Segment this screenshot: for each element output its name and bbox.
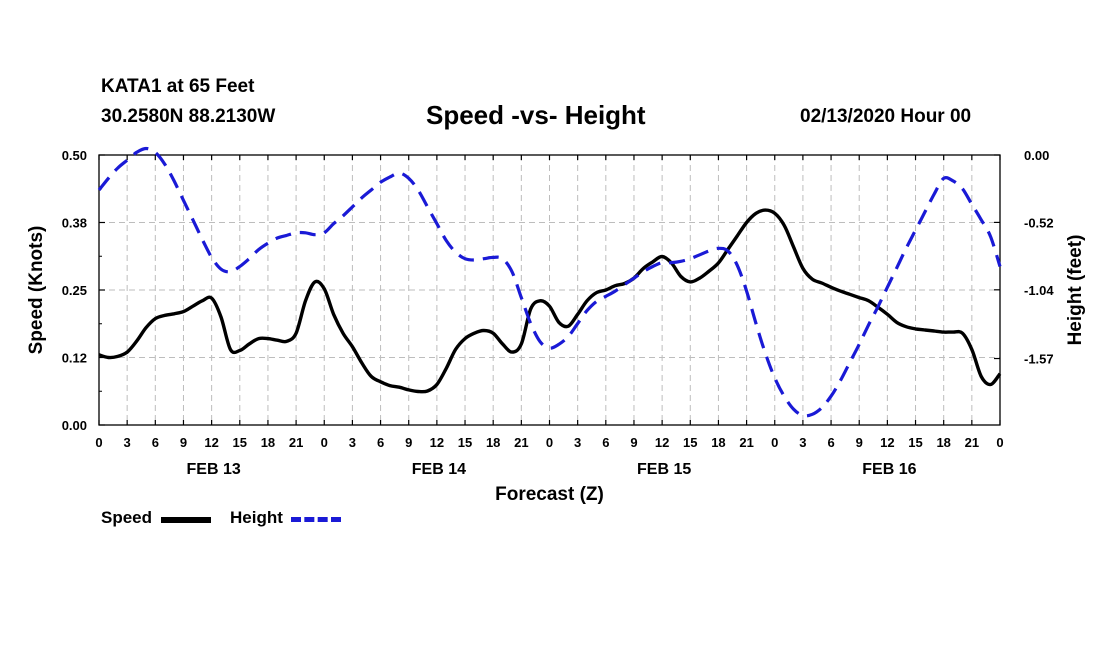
day-label: FEB 14 bbox=[412, 461, 466, 478]
series-layer bbox=[97, 146, 1002, 418]
x-tick-label: 3 bbox=[574, 435, 581, 450]
x-tick-label: 9 bbox=[405, 435, 412, 450]
x-tick-label: 21 bbox=[739, 435, 753, 450]
legend-height-swatch bbox=[291, 517, 341, 522]
label-layer: 0 3 6 9 12 15 18 21 0 3 6 9 12 15 18 21 0 3 6 9 12 15 18 21 0 3 6 9… bbox=[62, 148, 1055, 478]
legend-speed-label: Speed bbox=[101, 508, 153, 527]
y-tick-label-left: 0.38 bbox=[62, 216, 87, 231]
x-tick-label: 12 bbox=[880, 435, 894, 450]
x-tick-label: 15 bbox=[233, 435, 247, 450]
x-tick-label: 6 bbox=[152, 435, 159, 450]
day-label: FEB 15 bbox=[637, 461, 691, 478]
x-tick-label: 3 bbox=[799, 435, 806, 450]
station-label: KATA1 at 65 Feet bbox=[101, 76, 255, 97]
x-axis-label: Forecast (Z) bbox=[495, 484, 604, 505]
legend-height-label: Height bbox=[230, 508, 283, 527]
x-tick-label: 6 bbox=[602, 435, 609, 450]
x-tick-label: 9 bbox=[630, 435, 637, 450]
tick-layer bbox=[98, 154, 1001, 426]
x-tick-label: 12 bbox=[430, 435, 444, 450]
y-tick-label-left: 0.12 bbox=[62, 351, 87, 366]
x-tick-label: 6 bbox=[377, 435, 384, 450]
x-tick-label: 0 bbox=[321, 435, 328, 450]
y-axis-label-left: Speed (Knots) bbox=[26, 226, 47, 355]
y-tick-label-right: -0.52 bbox=[1024, 215, 1054, 230]
x-tick-label: 18 bbox=[486, 435, 500, 450]
x-tick-label: 0 bbox=[771, 435, 778, 450]
y-tick-label-right: 0.00 bbox=[1024, 148, 1049, 163]
x-tick-label: 21 bbox=[514, 435, 528, 450]
day-label: FEB 16 bbox=[862, 461, 916, 478]
x-tick-label: 0 bbox=[95, 435, 102, 450]
x-tick-label: 12 bbox=[204, 435, 218, 450]
x-tick-label: 21 bbox=[965, 435, 979, 450]
day-label: FEB 13 bbox=[187, 461, 241, 478]
forecast-date-label: 02/13/2020 Hour 00 bbox=[800, 106, 972, 127]
x-tick-label: 18 bbox=[936, 435, 950, 450]
x-tick-label: 9 bbox=[180, 435, 187, 450]
coordinates-label: 30.2580N 88.2130W bbox=[101, 106, 276, 127]
legend-speed-swatch bbox=[161, 517, 211, 523]
x-tick-label: 18 bbox=[711, 435, 725, 450]
x-tick-label: 3 bbox=[124, 435, 131, 450]
x-tick-label: 18 bbox=[261, 435, 275, 450]
y-tick-label-left: 0.50 bbox=[62, 148, 87, 163]
y-tick-label-left: 0.25 bbox=[62, 283, 87, 298]
y-tick-label-right: -1.04 bbox=[1024, 283, 1054, 298]
x-tick-label: 0 bbox=[546, 435, 553, 450]
y-axis-label-right: Height (feet) bbox=[1065, 235, 1086, 346]
x-tick-label: 15 bbox=[458, 435, 472, 450]
x-tick-label: 15 bbox=[683, 435, 697, 450]
x-tick-label: 0 bbox=[996, 435, 1003, 450]
chart-title: Speed -vs- Height bbox=[426, 100, 646, 130]
x-tick-label: 3 bbox=[349, 435, 356, 450]
y-tick-label-left: 0.00 bbox=[62, 418, 87, 433]
x-tick-label: 9 bbox=[856, 435, 863, 450]
grid-layer bbox=[99, 155, 1000, 425]
x-tick-label: 12 bbox=[655, 435, 669, 450]
x-tick-label: 21 bbox=[289, 435, 303, 450]
x-tick-label: 15 bbox=[908, 435, 922, 450]
y-tick-label-right: -1.57 bbox=[1024, 352, 1054, 367]
x-tick-label: 6 bbox=[827, 435, 834, 450]
speed-series-line bbox=[98, 208, 1002, 394]
